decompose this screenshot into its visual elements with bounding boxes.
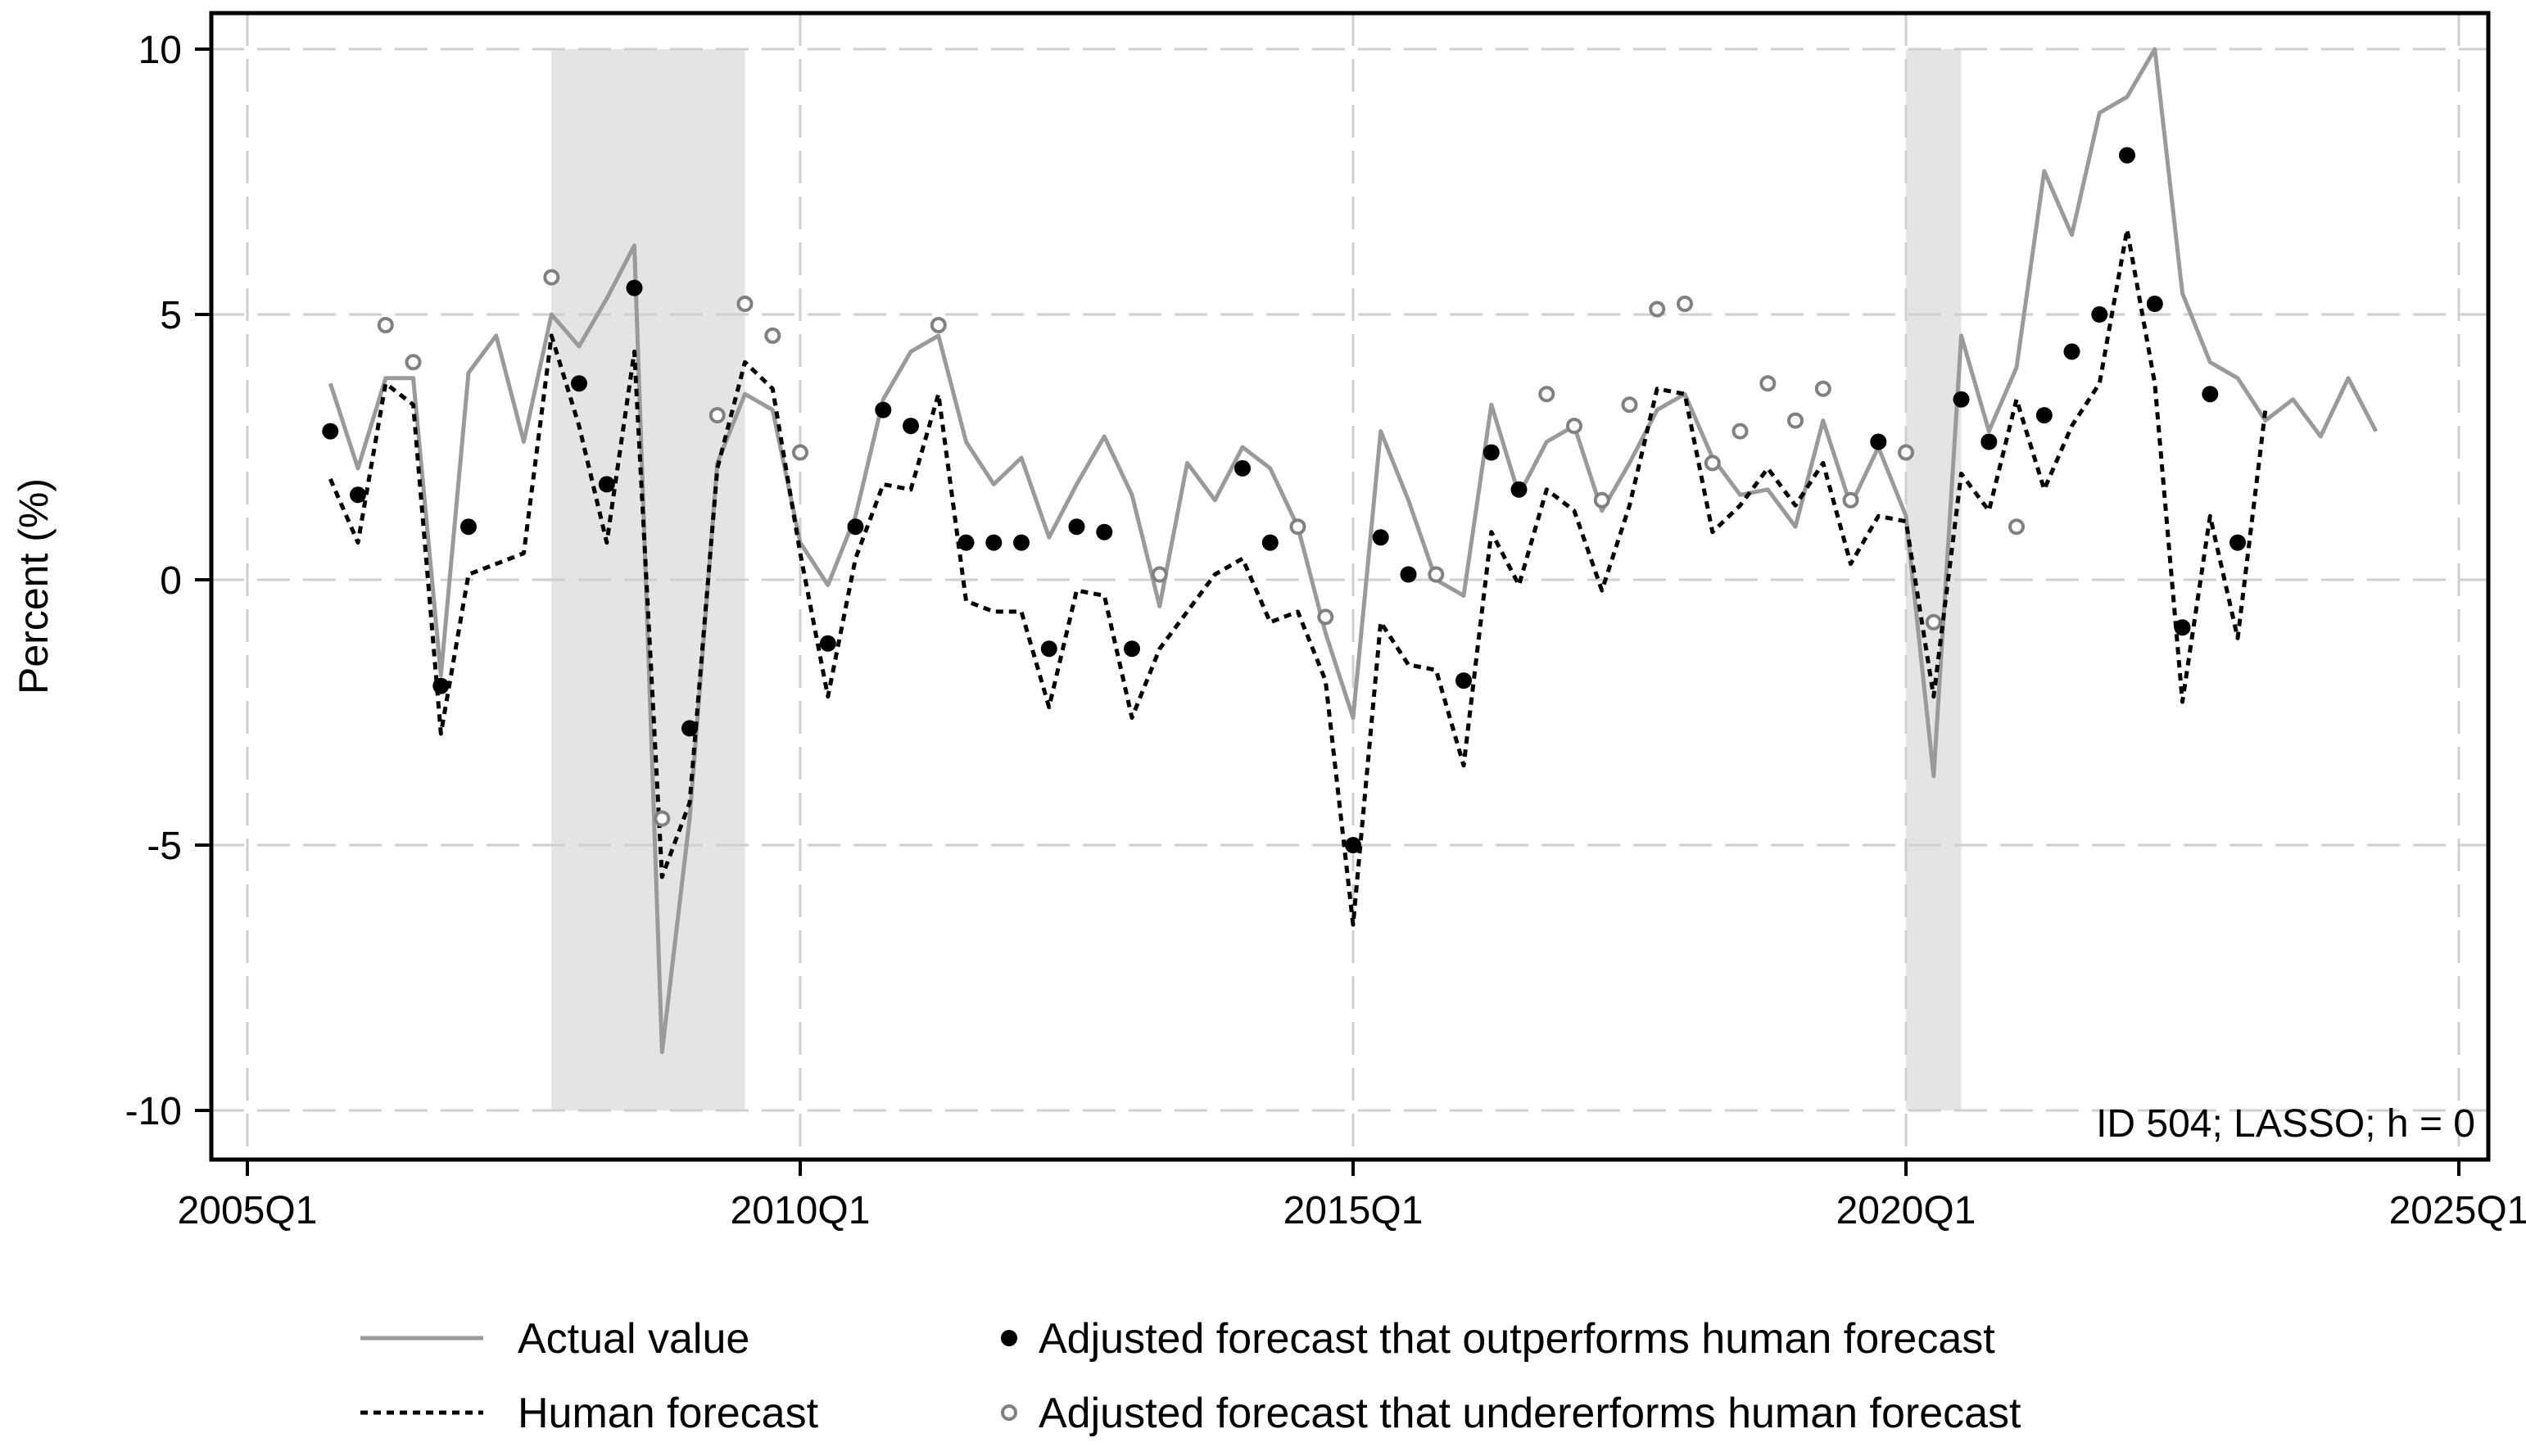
- point-outperforms-7: [626, 279, 643, 296]
- point-outperforms-30: [1981, 433, 1998, 450]
- legend-marker-underperforms: [1001, 1404, 1017, 1421]
- point-outperforms-10: [847, 518, 864, 536]
- point-underperforms-8: [792, 444, 808, 461]
- point-outperforms-29: [1953, 391, 1970, 408]
- point-underperforms-22: [1759, 375, 1777, 392]
- x-tick-label-2005q1: 2005Q1: [178, 1189, 318, 1232]
- y-axis-label: Percent (%): [11, 478, 57, 694]
- point-underperforms-7: [764, 327, 781, 344]
- point-underperforms-12: [1317, 608, 1334, 626]
- point-outperforms-33: [2091, 306, 2108, 323]
- point-underperforms-10: [1151, 566, 1168, 583]
- y-tick-label-10: 10: [138, 29, 182, 72]
- point-underperforms-11: [1289, 518, 1306, 536]
- plot-annotation: ID 504; LASSO; h = 0: [2096, 1102, 2475, 1146]
- y-tick-label-10: -10: [125, 1090, 182, 1133]
- point-underperforms-4: [654, 810, 671, 827]
- point-outperforms-1: [322, 423, 339, 440]
- point-underperforms-6: [736, 296, 754, 312]
- marker-layer: [322, 147, 2246, 853]
- point-outperforms-22: [1345, 837, 1361, 853]
- point-outperforms-3: [432, 677, 450, 694]
- point-underperforms-13: [1428, 566, 1445, 583]
- point-underperforms-1: [377, 317, 394, 333]
- point-underperforms-15: [1566, 418, 1582, 435]
- point-underperforms-2: [405, 354, 422, 371]
- point-outperforms-18: [1096, 523, 1113, 540]
- point-outperforms-6: [598, 476, 615, 493]
- point-underperforms-28: [2008, 518, 2025, 536]
- legend-label-outperforms: Adjusted forecast that outperforms human…: [1039, 1315, 1995, 1363]
- point-outperforms-11: [875, 401, 892, 418]
- point-underperforms-14: [1538, 386, 1555, 403]
- point-outperforms-35: [2146, 296, 2163, 312]
- point-outperforms-13: [957, 534, 975, 551]
- point-underperforms-25: [1842, 491, 1859, 509]
- x-tick-label-2020q1: 2020Q1: [1836, 1189, 1976, 1232]
- point-outperforms-34: [2119, 147, 2135, 164]
- legend: Actual value Human forecast Adjusted for…: [360, 1315, 2021, 1437]
- legend-entry-human-forecast: Human forecast: [360, 1390, 819, 1437]
- axis-ticks-layer: 10 5 0 -5 -10 2005Q1 2010Q1 2015Q1 2020Q1 2025Q1: [125, 29, 2526, 1232]
- point-outperforms-28: [1870, 433, 1887, 450]
- legend-label-actual-value: Actual value: [518, 1315, 749, 1363]
- point-underperforms-19: [1677, 296, 1693, 312]
- plot-frame: [209, 11, 2491, 1162]
- series-layer: [328, 47, 2379, 1055]
- point-underperforms-17: [1621, 396, 1638, 414]
- point-outperforms-25: [1455, 672, 1472, 690]
- point-underperforms-20: [1704, 454, 1721, 472]
- point-underperforms-26: [1898, 444, 1914, 461]
- point-outperforms-12: [903, 418, 919, 435]
- point-outperforms-23: [1372, 529, 1389, 546]
- point-outperforms-2: [350, 486, 366, 504]
- point-underperforms-3: [543, 269, 560, 286]
- point-outperforms-24: [1400, 566, 1417, 583]
- point-outperforms-36: [2174, 619, 2191, 636]
- point-outperforms-5: [571, 375, 587, 392]
- y-tick-label-5: -5: [147, 825, 182, 868]
- y-tick-label-5: 5: [160, 294, 182, 337]
- x-tick-label-2025q1: 2025Q1: [2389, 1189, 2526, 1232]
- legend-entry-underperforms: Adjusted forecast that undererforms huma…: [1001, 1390, 2021, 1437]
- legend-label-underperforms: Adjusted forecast that undererforms huma…: [1039, 1390, 2021, 1437]
- y-tick-label-0: 0: [160, 559, 182, 603]
- legend-marker-outperforms: [1001, 1330, 1017, 1346]
- legend-label-human-forecast: Human forecast: [518, 1390, 819, 1437]
- point-underperforms-21: [1732, 423, 1749, 440]
- x-tick-label-2010q1: 2010Q1: [731, 1189, 871, 1232]
- point-outperforms-32: [2063, 343, 2080, 360]
- point-outperforms-4: [460, 518, 477, 536]
- point-underperforms-9: [930, 317, 947, 333]
- point-outperforms-16: [1040, 640, 1057, 658]
- point-underperforms-24: [1814, 380, 1831, 397]
- point-outperforms-8: [681, 720, 698, 737]
- point-underperforms-23: [1787, 412, 1804, 429]
- legend-entry-actual-value: Actual value: [360, 1315, 749, 1363]
- point-underperforms-27: [1925, 613, 1942, 631]
- point-outperforms-17: [1068, 518, 1085, 536]
- point-outperforms-9: [819, 635, 836, 652]
- series-line-actual-value: [328, 47, 2379, 1055]
- point-outperforms-26: [1483, 444, 1500, 461]
- point-outperforms-14: [985, 534, 1003, 551]
- point-outperforms-37: [2202, 386, 2219, 403]
- point-outperforms-27: [1510, 481, 1528, 498]
- point-outperforms-19: [1124, 640, 1140, 658]
- series-line-human-forecast: [328, 227, 2268, 927]
- point-outperforms-31: [2035, 407, 2053, 424]
- x-tick-label-2015q1: 2015Q1: [1283, 1189, 1424, 1232]
- grid-layer: [211, 13, 2488, 1160]
- point-underperforms-16: [1593, 491, 1610, 509]
- point-underperforms-5: [708, 407, 726, 424]
- point-outperforms-21: [1261, 534, 1279, 551]
- legend-entry-outperforms: Adjusted forecast that outperforms human…: [1001, 1315, 1995, 1363]
- point-outperforms-20: [1234, 459, 1251, 477]
- point-outperforms-38: [2229, 534, 2246, 551]
- point-outperforms-15: [1013, 534, 1030, 551]
- point-underperforms-18: [1649, 301, 1666, 318]
